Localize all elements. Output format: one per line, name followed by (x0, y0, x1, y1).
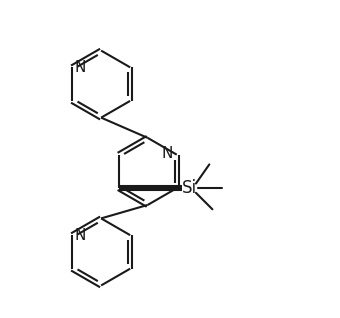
Text: Si: Si (182, 179, 198, 197)
Text: N: N (162, 146, 173, 161)
Text: N: N (74, 60, 86, 75)
Text: N: N (74, 228, 86, 243)
